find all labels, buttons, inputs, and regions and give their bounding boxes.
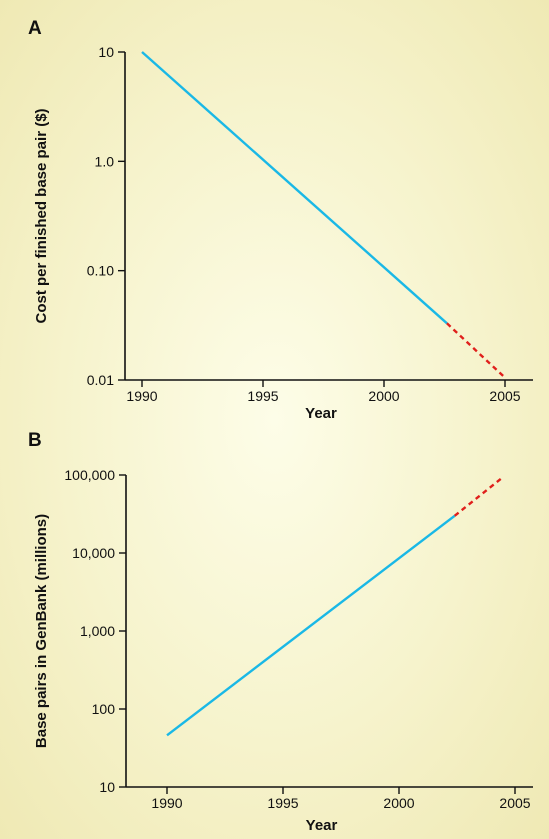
panel-b-y-tick-label: 10 xyxy=(99,779,115,795)
panel-b-x-tick-label: 1995 xyxy=(267,795,298,811)
panel-a-x-axis-label: Year xyxy=(305,405,337,422)
panel-b: 1990 1995 2000 2005 10 100 1,000 10,000 100,000 Y… xyxy=(28,430,533,834)
panel-b-x-axis-label: Year xyxy=(306,817,338,834)
panel-a-x-tick-label: 2000 xyxy=(368,388,399,404)
panel-b-y-tick-label: 10,000 xyxy=(72,545,115,561)
panel-a-x-tick-label: 2005 xyxy=(489,388,520,404)
panel-b-y-tick-label: 1,000 xyxy=(80,623,115,639)
panel-b-x-tick-label: 2000 xyxy=(383,795,414,811)
panel-a-series-dashed xyxy=(446,322,506,379)
panel-b-x-tick-label: 2005 xyxy=(499,795,530,811)
panel-a-series-solid xyxy=(141,51,448,325)
panel-b-series-dashed xyxy=(453,475,505,517)
panel-a-x-tick-label: 1990 xyxy=(126,388,157,404)
panel-b-series-solid xyxy=(166,514,456,737)
panel-b-x-tick-label: 1990 xyxy=(151,795,182,811)
panel-a-y-tick-label: 1.0 xyxy=(95,153,115,169)
panel-a-x-tick-label: 1995 xyxy=(247,388,278,404)
panel-b-y-tick-label: 100,000 xyxy=(64,467,115,483)
panel-b-label: B xyxy=(28,430,42,451)
panel-a-y-tick-label: 0.10 xyxy=(87,263,114,279)
panel-a-y-axis-label: Cost per finished base pair ($) xyxy=(33,108,50,323)
panel-b-y-axis-label: Base pairs in GenBank (millions) xyxy=(33,514,50,748)
panel-a-label: A xyxy=(28,18,42,39)
panel-a-y-tick-label: 10 xyxy=(98,44,114,60)
panel-a-y-tick-label: 0.01 xyxy=(87,372,114,388)
panel-b-y-tick-label: 100 xyxy=(92,701,116,717)
panel-a: 1990 1995 2000 2005 0.01 0.10 1.0 10 Year Cost pe… xyxy=(28,18,533,422)
